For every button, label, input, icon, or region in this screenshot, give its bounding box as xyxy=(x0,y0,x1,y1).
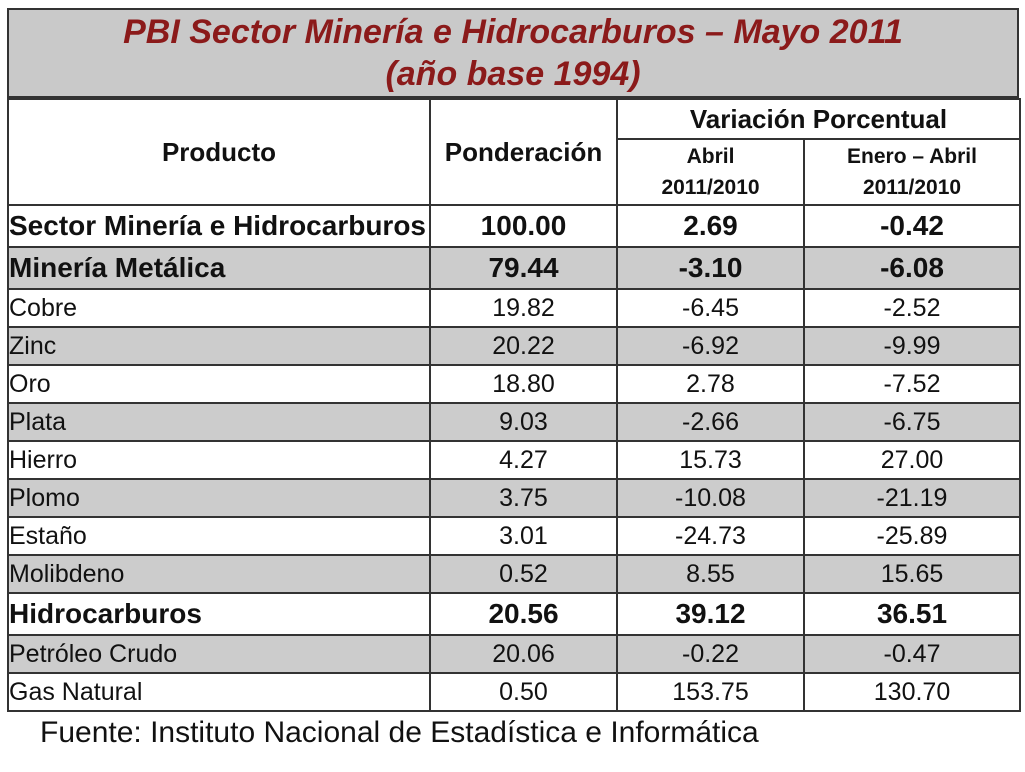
cell-ponderacion: 3.75 xyxy=(429,478,618,518)
table-row: Minería Metálica 79.44 -3.10 -6.08 xyxy=(7,246,1021,290)
cell-abril: -24.73 xyxy=(616,516,805,556)
cell-ponderacion: 18.80 xyxy=(429,364,618,404)
header-variacion: Variación Porcentual xyxy=(616,98,1021,140)
cell-ponderacion: 20.56 xyxy=(429,592,618,636)
cell-ponderacion: 100.00 xyxy=(429,204,618,248)
table-row: Zinc 20.22 -6.92 -9.99 xyxy=(7,326,1021,366)
cell-enero-abril: -25.89 xyxy=(803,516,1021,556)
table-row: Hidrocarburos 20.56 39.12 36.51 xyxy=(7,592,1021,636)
cell-ponderacion: 0.50 xyxy=(429,672,618,712)
cell-producto: Minería Metálica xyxy=(7,246,431,290)
cell-ponderacion: 9.03 xyxy=(429,402,618,442)
source-note: Fuente: Instituto Nacional de Estadístic… xyxy=(40,716,759,749)
header-enero-abril: Enero – Abril 2011/2010 xyxy=(803,138,1021,206)
cell-enero-abril: -7.52 xyxy=(803,364,1021,404)
cell-enero-abril: -0.47 xyxy=(803,634,1021,674)
cell-enero-abril: 27.00 xyxy=(803,440,1021,480)
cell-enero-abril: -0.42 xyxy=(803,204,1021,248)
table-row: Cobre 19.82 -6.45 -2.52 xyxy=(7,288,1021,328)
cell-abril: 15.73 xyxy=(616,440,805,480)
cell-enero-abril: -21.19 xyxy=(803,478,1021,518)
table-row: Gas Natural 0.50 153.75 130.70 xyxy=(7,672,1021,712)
cell-abril: 39.12 xyxy=(616,592,805,636)
cell-abril: 153.75 xyxy=(616,672,805,712)
table-row: Petróleo Crudo 20.06 -0.22 -0.47 xyxy=(7,634,1021,674)
table-row: Estaño 3.01 -24.73 -25.89 xyxy=(7,516,1021,556)
cell-abril: -2.66 xyxy=(616,402,805,442)
header-enero-abril-line1: Enero – Abril xyxy=(847,145,977,168)
cell-abril: -3.10 xyxy=(616,246,805,290)
cell-ponderacion: 20.06 xyxy=(429,634,618,674)
cell-ponderacion: 0.52 xyxy=(429,554,618,594)
cell-producto: Oro xyxy=(7,364,431,404)
cell-producto: Molibdeno xyxy=(7,554,431,594)
cell-enero-abril: 36.51 xyxy=(803,592,1021,636)
cell-abril: -0.22 xyxy=(616,634,805,674)
header-abril: Abril 2011/2010 xyxy=(616,138,805,206)
header-abril-line1: Abril xyxy=(686,145,735,168)
table-row: Plata 9.03 -2.66 -6.75 xyxy=(7,402,1021,442)
table-body: Sector Minería e Hidrocarburos 100.00 2.69… xyxy=(7,204,1021,712)
header-abril-line2: 2011/2010 xyxy=(661,176,760,199)
cell-producto: Hidrocarburos xyxy=(7,592,431,636)
cell-enero-abril: -2.52 xyxy=(803,288,1021,328)
cell-ponderacion: 20.22 xyxy=(429,326,618,366)
cell-ponderacion: 19.82 xyxy=(429,288,618,328)
cell-producto: Plata xyxy=(7,402,431,442)
cell-producto: Plomo xyxy=(7,478,431,518)
cell-producto: Hierro xyxy=(7,440,431,480)
cell-enero-abril: -6.75 xyxy=(803,402,1021,442)
table-row: Molibdeno 0.52 8.55 15.65 xyxy=(7,554,1021,594)
table-row: Hierro 4.27 15.73 27.00 xyxy=(7,440,1021,480)
header-ponderacion: Ponderación xyxy=(429,98,618,206)
cell-enero-abril: -6.08 xyxy=(803,246,1021,290)
title-line-2: (año base 1994) xyxy=(385,55,641,93)
cell-enero-abril: -9.99 xyxy=(803,326,1021,366)
cell-abril: 8.55 xyxy=(616,554,805,594)
cell-abril: 2.78 xyxy=(616,364,805,404)
cell-abril: -6.45 xyxy=(616,288,805,328)
table-row: Plomo 3.75 -10.08 -21.19 xyxy=(7,478,1021,518)
cell-enero-abril: 130.70 xyxy=(803,672,1021,712)
cell-ponderacion: 4.27 xyxy=(429,440,618,480)
cell-ponderacion: 79.44 xyxy=(429,246,618,290)
table-title: PBI Sector Minería e Hidrocarburos – May… xyxy=(7,8,1019,98)
cell-producto: Estaño xyxy=(7,516,431,556)
cell-producto: Cobre xyxy=(7,288,431,328)
cell-producto: Gas Natural xyxy=(7,672,431,712)
header-producto: Producto xyxy=(7,98,431,206)
data-table: Producto Ponderación Variación Porcentua… xyxy=(7,98,1021,712)
cell-abril: -10.08 xyxy=(616,478,805,518)
cell-enero-abril: 15.65 xyxy=(803,554,1021,594)
title-line-1: PBI Sector Minería e Hidrocarburos – May… xyxy=(123,13,903,51)
cell-producto: Zinc xyxy=(7,326,431,366)
cell-producto: Sector Minería e Hidrocarburos xyxy=(7,204,431,248)
cell-ponderacion: 3.01 xyxy=(429,516,618,556)
table-row: Sector Minería e Hidrocarburos 100.00 2.69… xyxy=(7,204,1021,248)
cell-abril: 2.69 xyxy=(616,204,805,248)
table-row: Oro 18.80 2.78 -7.52 xyxy=(7,364,1021,404)
cell-producto: Petróleo Crudo xyxy=(7,634,431,674)
header-enero-abril-line2: 2011/2010 xyxy=(862,176,962,199)
cell-abril: -6.92 xyxy=(616,326,805,366)
